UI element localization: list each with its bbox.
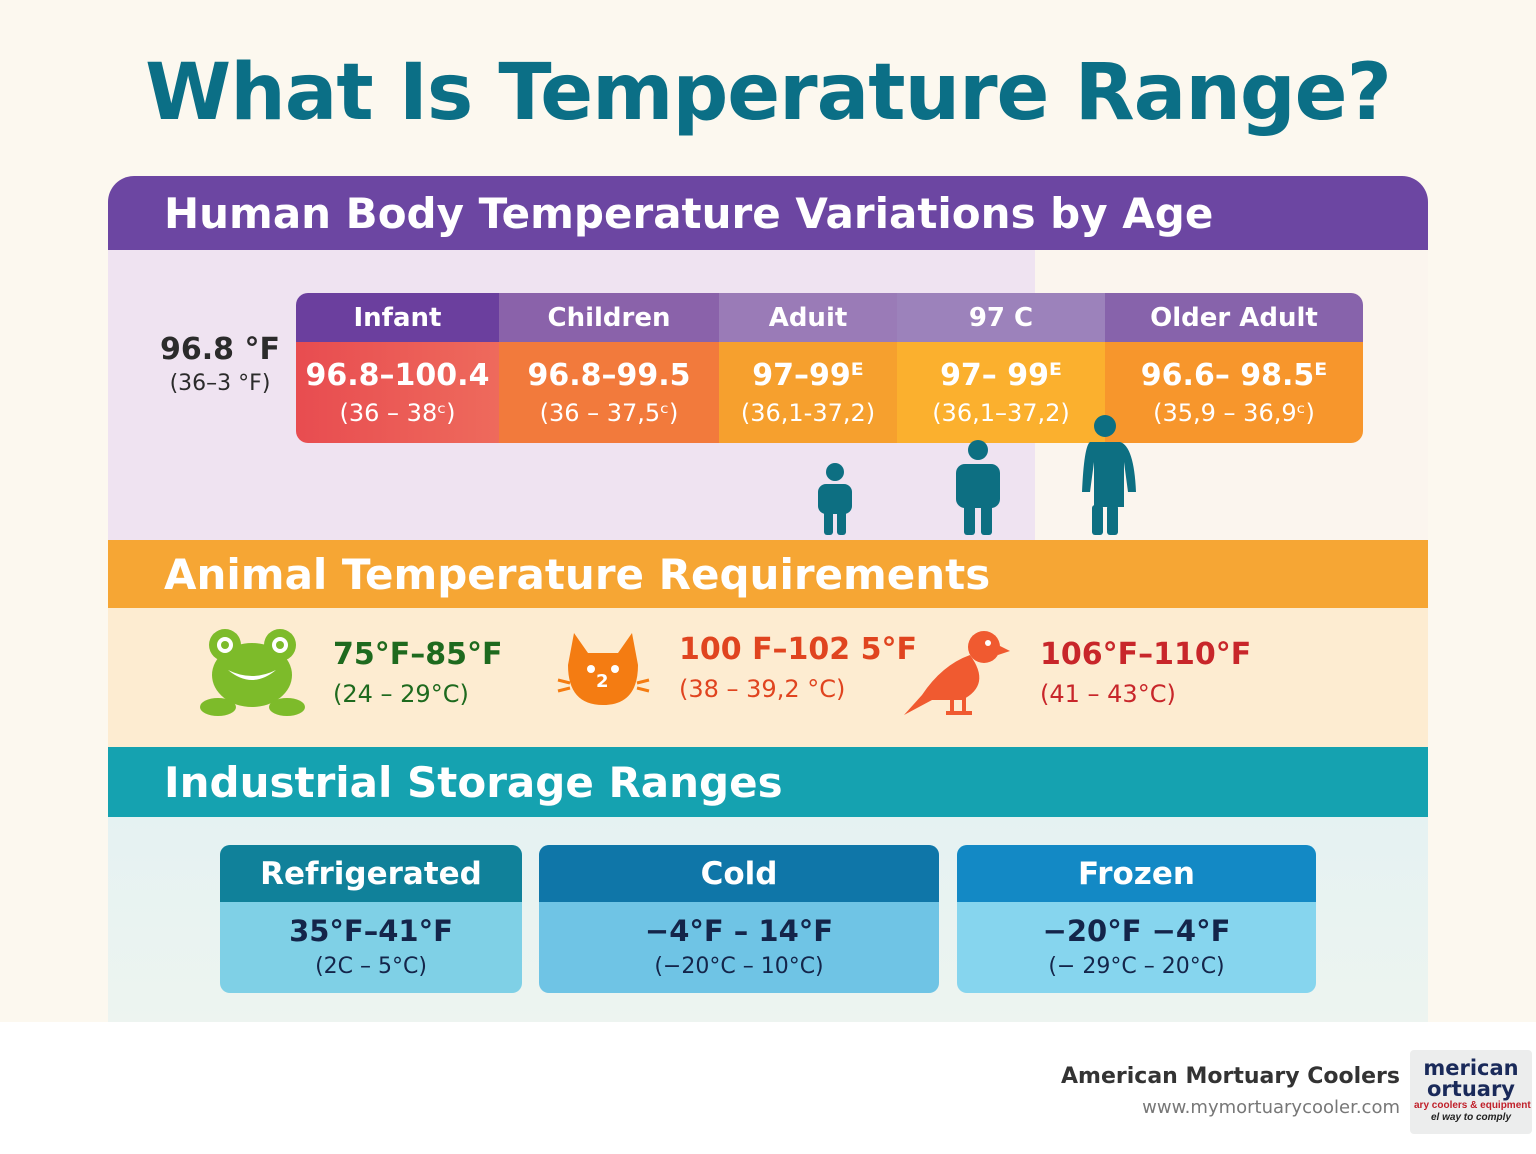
column-values: 96.8–99.5 (36 – 37,5ᶜ): [499, 342, 719, 443]
column-values: 97–99ᴱ (36,1-37,2): [719, 342, 897, 443]
age-column-children: Children 96.8–99.5 (36 – 37,5ᶜ): [499, 293, 719, 443]
animal-temp-c: (41 – 43°C): [1040, 680, 1176, 708]
page-title: What Is Temperature Range?: [145, 48, 1392, 138]
card-temp-f: 35°F–41°F: [289, 914, 453, 948]
side-label-f: 96.8 °F: [160, 332, 280, 367]
industrial-section-heading: Industrial Storage Ranges: [108, 747, 1428, 817]
column-values: 97– 99ᴱ (36,1–37,2): [897, 342, 1105, 443]
side-label: 96.8 °F (36–3 °F): [160, 332, 280, 396]
side-label-c: (36–3 °F): [169, 371, 271, 396]
brand-url[interactable]: www.mymortuarycooler.com: [1142, 1097, 1400, 1118]
age-temperature-table: Infant 96.8–100.4 (36 – 38ᶜ) Children 96.…: [296, 293, 1363, 443]
temp-f: 96.8–100.4: [305, 358, 490, 393]
age-column-97c: 97 C 97– 99ᴱ (36,1–37,2): [897, 293, 1105, 443]
older-adult-person-icon: [1082, 415, 1136, 535]
temp-c: (36 – 38ᶜ): [339, 399, 456, 427]
logo-line: el way to comply: [1430, 1112, 1512, 1123]
column-header: Older Adult: [1105, 293, 1363, 342]
human-section-heading: Human Body Temperature Variations by Age: [108, 176, 1428, 250]
animal-section-heading: Animal Temperature Requirements: [108, 540, 1428, 608]
cat-badge: 2: [596, 671, 609, 692]
temp-c: (36 – 37,5ᶜ): [539, 399, 679, 427]
cat-icon: 2: [556, 625, 651, 710]
temp-f: 97– 99ᴱ: [940, 358, 1062, 393]
adult-person-icon: [956, 440, 1000, 535]
storage-card-cold: Cold −4°F – 14°F (−20°C – 10°C): [539, 845, 939, 993]
card-temp-c: (− 29°C – 20°C): [1048, 954, 1225, 979]
age-column-infant: Infant 96.8–100.4 (36 – 38ᶜ): [296, 293, 499, 443]
frog-icon: [200, 629, 305, 716]
column-header: 97 C: [897, 293, 1105, 342]
storage-card-frozen: Frozen −20°F −4°F (− 29°C – 20°C): [957, 845, 1316, 993]
column-header: Children: [499, 293, 719, 342]
temp-c: (36,1-37,2): [740, 399, 876, 427]
age-column-adult: Aduit 97–99ᴱ (36,1-37,2): [719, 293, 897, 443]
child-person-icon: [818, 463, 852, 535]
animal-cat: 2 100 F–102 5°F (38 – 39,2 °C): [556, 625, 917, 710]
temp-c: (35,9 – 36,9ᶜ): [1153, 399, 1315, 427]
temp-f: 96.8–99.5: [527, 358, 691, 393]
column-header: Aduit: [719, 293, 897, 342]
people-figures: [818, 415, 1136, 535]
footer-brand: American Mortuary Coolers www.mymortuary…: [1061, 1064, 1400, 1118]
storage-card-refrigerated: Refrigerated 35°F–41°F (2C – 5°C): [220, 845, 522, 993]
card-header: Cold: [539, 845, 939, 902]
temp-c: (36,1–37,2): [932, 399, 1070, 427]
temp-f: 96.6– 98.5ᴱ: [1140, 358, 1328, 393]
age-column-older-adult: Older Adult 96.6– 98.5ᴱ (35,9 – 36,9ᶜ): [1105, 293, 1363, 443]
card-temp-c: (−20°C – 10°C): [654, 954, 824, 979]
animal-temp-c: (38 – 39,2 °C): [679, 675, 846, 703]
card-header: Refrigerated: [220, 845, 522, 902]
logo-line: merican: [1423, 1056, 1519, 1080]
animal-bird: 106°F–110°F (41 – 43°C): [902, 625, 1251, 720]
brand-name: American Mortuary Coolers: [1061, 1064, 1400, 1089]
card-temp-c: (2C – 5°C): [315, 954, 427, 979]
animal-panel: [108, 608, 1428, 747]
card-temp-f: −4°F – 14°F: [644, 914, 834, 948]
bird-icon: [904, 631, 1010, 715]
brand-logo: merican ortuary ary coolers & equipment …: [1410, 1050, 1532, 1134]
card-temp-f: −20°F −4°F: [1042, 914, 1231, 948]
column-values: 96.6– 98.5ᴱ (35,9 – 36,9ᶜ): [1105, 342, 1363, 443]
column-values: 96.8–100.4 (36 – 38ᶜ): [296, 342, 499, 443]
animal-frog: 75°F–85°F (24 – 29°C): [200, 625, 502, 720]
animal-temp-c: (24 – 29°C): [333, 680, 469, 708]
animal-temp-f: 106°F–110°F: [1040, 637, 1252, 672]
logo-line: ortuary: [1427, 1077, 1515, 1101]
animal-temp-f: 100 F–102 5°F: [679, 632, 917, 667]
column-header: Infant: [296, 293, 499, 342]
logo-line: ary coolers & equipment: [1414, 1100, 1531, 1111]
animal-temp-f: 75°F–85°F: [333, 637, 503, 672]
temp-f: 97–99ᴱ: [752, 358, 864, 393]
card-header: Frozen: [957, 845, 1316, 902]
